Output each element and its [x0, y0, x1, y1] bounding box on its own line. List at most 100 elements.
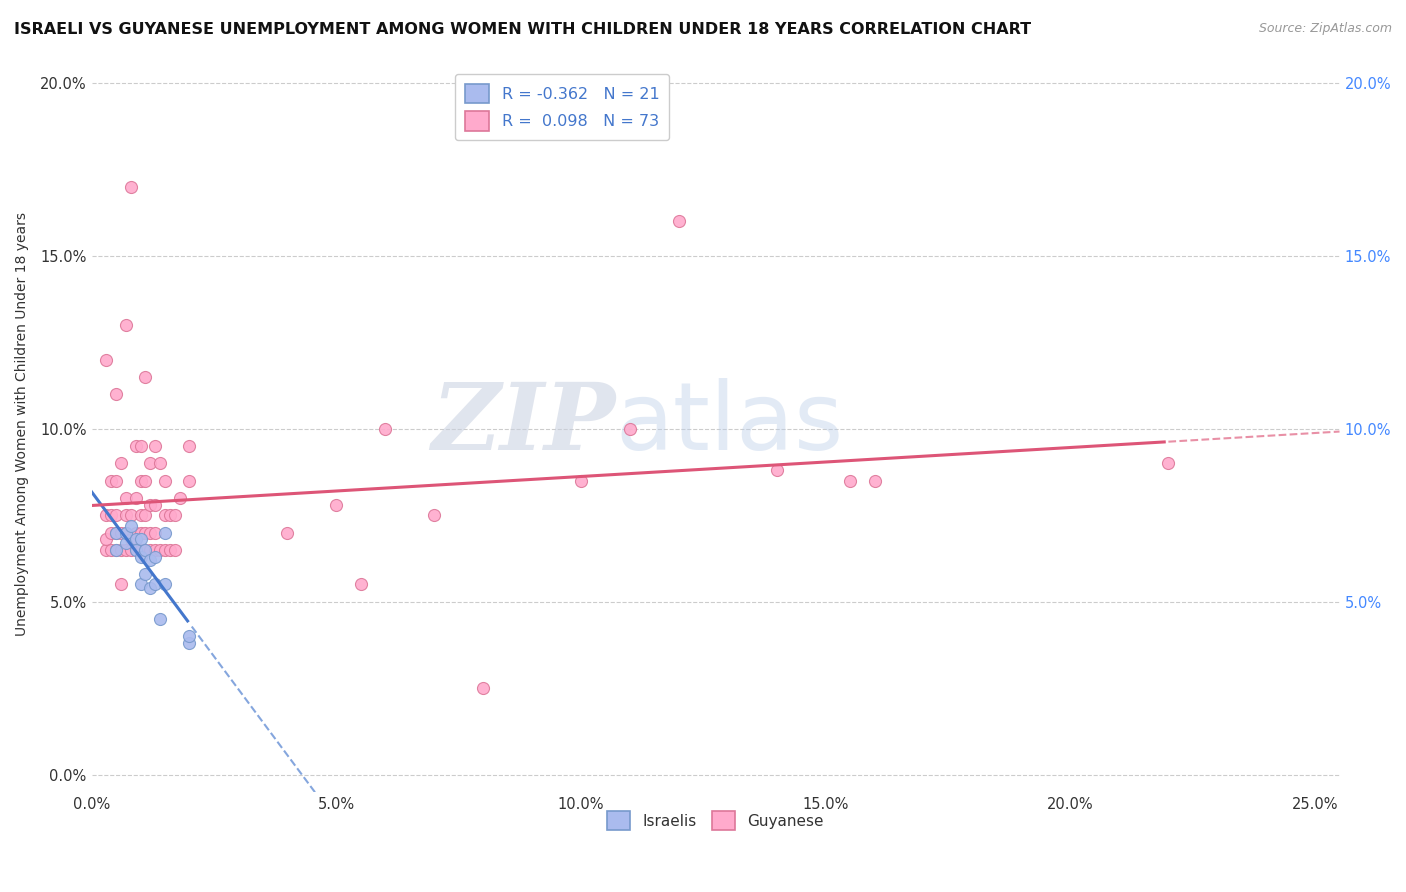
- Point: [110, 525, 132, 540]
- Point: [139, 553, 162, 567]
- Point: [115, 491, 138, 505]
- Point: [96, 542, 118, 557]
- Point: [105, 525, 128, 540]
- Point: [149, 542, 172, 557]
- Point: [100, 474, 122, 488]
- Point: [105, 542, 128, 557]
- Point: [569, 474, 592, 488]
- Point: [153, 577, 176, 591]
- Point: [863, 474, 886, 488]
- Point: [159, 508, 181, 523]
- Point: [96, 352, 118, 367]
- Point: [134, 474, 156, 488]
- Point: [765, 463, 787, 477]
- Point: [115, 508, 138, 523]
- Point: [139, 525, 162, 540]
- Point: [139, 498, 162, 512]
- Point: [120, 542, 142, 557]
- Y-axis label: Unemployment Among Women with Children Under 18 years: Unemployment Among Women with Children U…: [15, 211, 30, 636]
- Point: [134, 525, 156, 540]
- Point: [143, 439, 166, 453]
- Point: [115, 318, 138, 332]
- Point: [149, 456, 172, 470]
- Point: [153, 542, 176, 557]
- Point: [110, 577, 132, 591]
- Point: [325, 498, 347, 512]
- Point: [100, 525, 122, 540]
- Point: [129, 508, 152, 523]
- Point: [159, 542, 181, 557]
- Point: [120, 179, 142, 194]
- Text: ZIP: ZIP: [432, 378, 616, 468]
- Point: [350, 577, 373, 591]
- Point: [96, 508, 118, 523]
- Point: [115, 536, 138, 550]
- Point: [105, 387, 128, 401]
- Point: [134, 542, 156, 557]
- Point: [134, 567, 156, 582]
- Point: [143, 577, 166, 591]
- Point: [668, 214, 690, 228]
- Point: [143, 549, 166, 564]
- Point: [105, 508, 128, 523]
- Point: [120, 518, 142, 533]
- Point: [619, 422, 641, 436]
- Point: [115, 525, 138, 540]
- Point: [124, 525, 146, 540]
- Point: [124, 439, 146, 453]
- Point: [134, 508, 156, 523]
- Point: [143, 525, 166, 540]
- Point: [129, 577, 152, 591]
- Point: [423, 508, 446, 523]
- Point: [100, 542, 122, 557]
- Point: [110, 456, 132, 470]
- Point: [153, 508, 176, 523]
- Point: [129, 525, 152, 540]
- Point: [1157, 456, 1180, 470]
- Point: [100, 508, 122, 523]
- Point: [276, 525, 298, 540]
- Text: atlas: atlas: [616, 377, 844, 469]
- Point: [163, 542, 186, 557]
- Point: [179, 629, 201, 643]
- Point: [110, 542, 132, 557]
- Point: [179, 636, 201, 650]
- Point: [169, 491, 191, 505]
- Point: [163, 508, 186, 523]
- Point: [139, 456, 162, 470]
- Point: [115, 542, 138, 557]
- Point: [129, 533, 152, 547]
- Point: [179, 474, 201, 488]
- Point: [120, 508, 142, 523]
- Point: [96, 533, 118, 547]
- Point: [134, 542, 156, 557]
- Point: [374, 422, 396, 436]
- Point: [153, 474, 176, 488]
- Point: [129, 549, 152, 564]
- Point: [124, 542, 146, 557]
- Point: [139, 581, 162, 595]
- Point: [143, 542, 166, 557]
- Point: [472, 681, 495, 696]
- Point: [179, 439, 201, 453]
- Point: [124, 533, 146, 547]
- Text: ISRAELI VS GUYANESE UNEMPLOYMENT AMONG WOMEN WITH CHILDREN UNDER 18 YEARS CORREL: ISRAELI VS GUYANESE UNEMPLOYMENT AMONG W…: [14, 22, 1031, 37]
- Point: [143, 498, 166, 512]
- Point: [105, 542, 128, 557]
- Point: [839, 474, 862, 488]
- Point: [115, 525, 138, 540]
- Point: [129, 542, 152, 557]
- Point: [149, 612, 172, 626]
- Point: [129, 474, 152, 488]
- Point: [120, 533, 142, 547]
- Legend: Israelis, Guyanese: Israelis, Guyanese: [602, 805, 830, 836]
- Point: [129, 439, 152, 453]
- Point: [139, 542, 162, 557]
- Point: [124, 491, 146, 505]
- Point: [134, 369, 156, 384]
- Point: [124, 542, 146, 557]
- Text: Source: ZipAtlas.com: Source: ZipAtlas.com: [1258, 22, 1392, 36]
- Point: [153, 525, 176, 540]
- Point: [105, 474, 128, 488]
- Point: [105, 525, 128, 540]
